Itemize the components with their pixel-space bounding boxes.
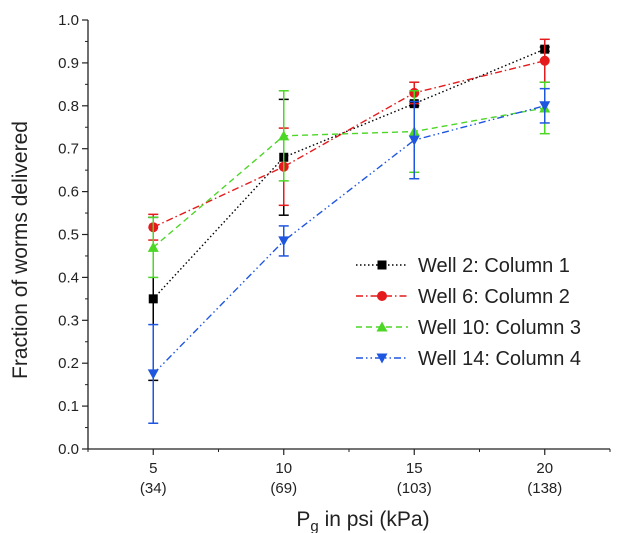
y-axis-title: Fraction of worms delivered: [9, 121, 32, 379]
y-tick-label: 0.9: [58, 55, 79, 72]
y-tick-label: 0.1: [58, 398, 79, 415]
data-point: [147, 369, 159, 380]
legend-label: Well 2: Column 1: [418, 255, 570, 277]
x-axis-title-subscript: g: [310, 518, 318, 533]
legend-item-2: Well 6: Column 2: [356, 286, 570, 308]
y-tick-label: 0.2: [58, 355, 79, 372]
legend-swatch-marker: [376, 353, 388, 364]
series-line: [152, 48, 546, 300]
data-point: [278, 130, 290, 141]
legend-swatch-marker: [377, 260, 387, 270]
y-tick-label: 0.0: [58, 441, 79, 458]
x-tick-label: 10: [275, 460, 292, 477]
x-axis-title: Pg in psi (kPa): [296, 508, 429, 533]
y-tick-label: 1.0: [58, 12, 79, 29]
x-tick-label: 15: [406, 460, 423, 477]
data-point: [408, 135, 420, 146]
x-tick-sublabel: (103): [397, 480, 432, 497]
y-tick-label: 0.5: [58, 227, 79, 244]
series-line: [152, 105, 545, 375]
data-point: [147, 241, 159, 252]
x-axis-title-main: P: [296, 508, 310, 531]
data-point: [539, 55, 550, 66]
x-axis-title-rest: in psi (kPa): [319, 508, 430, 531]
legend-swatch-marker: [377, 291, 387, 301]
series-line: [152, 107, 545, 248]
x-tick-label: 20: [536, 460, 553, 477]
x-tick-sublabel: (69): [270, 480, 297, 497]
series-4: [147, 87, 551, 425]
y-tick-label: 0.6: [58, 184, 79, 201]
x-tick-sublabel: (138): [527, 480, 562, 497]
y-tick-label: 0.3: [58, 312, 79, 329]
x-tick-sublabel: (34): [140, 480, 167, 497]
legend-item-1: Well 2: Column 1: [356, 255, 570, 277]
legend: Well 2: Column 1 Well 6: Column 2 Well 10:…: [356, 255, 581, 370]
y-tick-label: 0.7: [58, 141, 79, 158]
series-2: [148, 38, 550, 241]
data-point: [148, 294, 158, 304]
data-point: [278, 236, 290, 247]
legend-item-3: Well 10: Column 3: [356, 317, 581, 339]
data-point: [539, 101, 551, 112]
legend-item-4: Well 14: Column 4: [356, 348, 581, 370]
legend-label: Well 14: Column 4: [418, 348, 581, 370]
chart-series: [147, 38, 551, 425]
legend-label: Well 10: Column 3: [418, 317, 581, 339]
x-tick-label: 5: [149, 460, 157, 477]
series-3: [147, 81, 551, 279]
y-tick-label: 0.8: [58, 98, 79, 115]
legend-swatch-marker: [376, 321, 388, 332]
series-line: [152, 60, 545, 228]
chart-axes: 0.0 0.1 0.2 0.3 0.4 0.5 0.6 0.7 0.8 0.9 1.0 5 (34) 10…: [58, 12, 611, 497]
legend-label: Well 6: Column 2: [418, 286, 570, 308]
y-tick-label: 0.4: [58, 269, 79, 286]
